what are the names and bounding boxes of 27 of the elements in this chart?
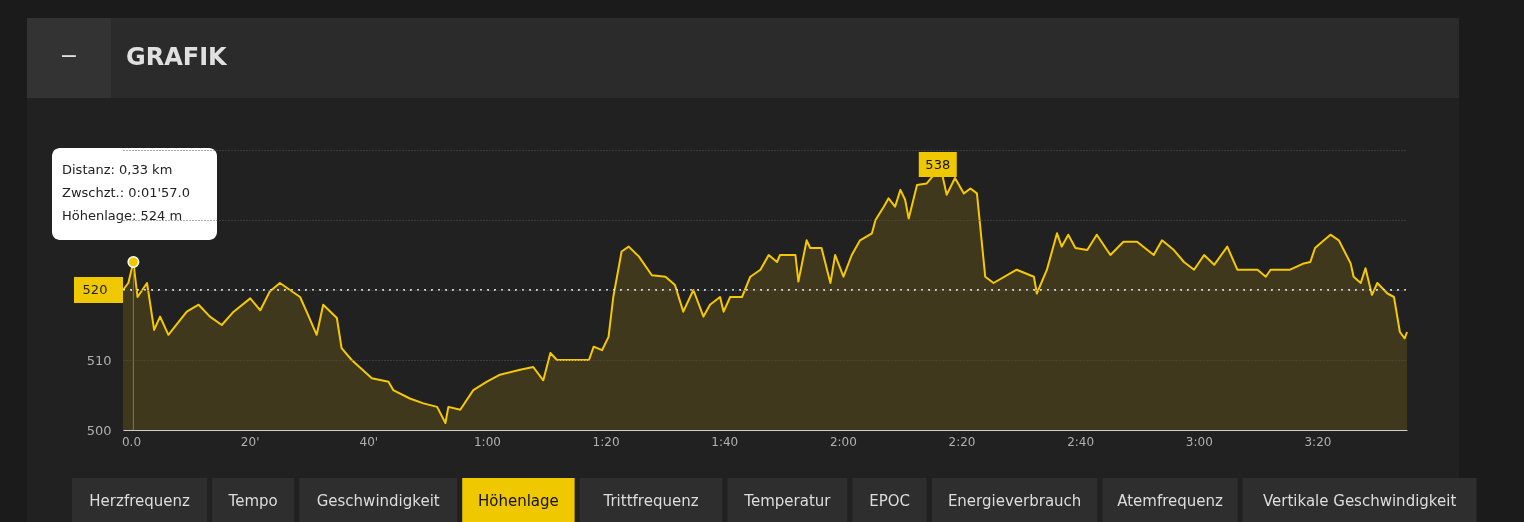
text: Höhenlage xyxy=(477,492,559,510)
x-tick-label: 20' xyxy=(240,434,260,449)
x-tick-label: 3:00 xyxy=(1185,434,1213,449)
text: − xyxy=(59,43,79,68)
text: Trittfrequenz xyxy=(602,492,699,510)
text: Tempo xyxy=(227,492,278,510)
x-tick-label: 2:20 xyxy=(948,434,976,449)
chart-title: GRAFIK xyxy=(126,43,229,71)
x-tick-label: 40' xyxy=(359,434,379,449)
x-tick-label: 0.0 xyxy=(121,434,142,449)
x-tick-label: 1:00 xyxy=(473,434,501,449)
ref-line-label: 520 xyxy=(82,282,108,297)
text: Energieverbrauch xyxy=(947,492,1082,510)
text: Geschwindigkeit xyxy=(316,492,440,510)
x-tick-label: 2:40 xyxy=(1067,434,1095,449)
y-tick-label: 510 xyxy=(86,352,112,368)
text: Temperatur xyxy=(743,492,832,510)
text: Vertikale Geschwindigkeit xyxy=(1262,492,1457,510)
x-tick-label: 3:20 xyxy=(1304,434,1332,449)
x-tick-label: 2:00 xyxy=(829,434,857,449)
x-tick-label: 1:20 xyxy=(592,434,620,449)
text: Atemfrequenz xyxy=(1117,492,1223,510)
x-tick-label: 1:40 xyxy=(711,434,739,449)
text: Herzfrequenz xyxy=(89,492,190,510)
y-tick-label: 500 xyxy=(86,422,112,438)
annotation: Distanz: 0,33 km Zwschzt.: 0:01'57.0 Höhenlage: 524 m xyxy=(62,162,190,223)
text: EPOC xyxy=(869,492,911,510)
